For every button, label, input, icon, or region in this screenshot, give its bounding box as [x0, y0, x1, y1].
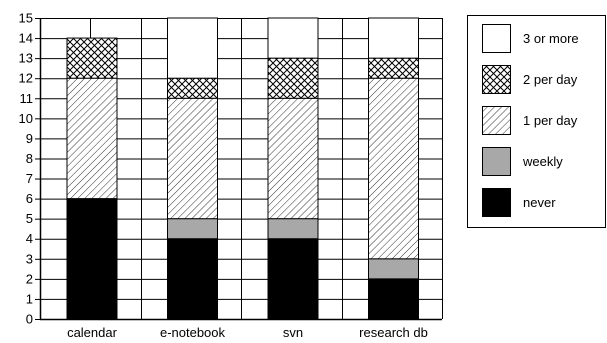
bar-segment-2-per-day	[167, 77, 218, 99]
bar-segment-1-per-day	[167, 97, 218, 220]
y-tick-label: 13	[19, 51, 33, 66]
bar-segment-2-per-day	[267, 57, 319, 99]
bar-segment-never	[66, 198, 118, 320]
y-tick-label: 4	[26, 231, 33, 246]
y-tick-label: 6	[26, 191, 33, 206]
bar-segment-weekly	[167, 218, 218, 240]
x-category-label: calendar	[67, 325, 118, 340]
legend-swatch	[482, 188, 511, 217]
legend-swatch	[482, 106, 511, 135]
legend-swatch	[482, 147, 511, 176]
y-tick-label: 15	[19, 11, 33, 26]
bar-segment-2-per-day	[66, 37, 118, 79]
legend-label: never	[523, 195, 556, 210]
bar-segment-3-or-more	[167, 17, 218, 79]
y-tick-label: 5	[26, 211, 33, 226]
y-tick-label: 12	[19, 71, 33, 86]
y-tick-label: 14	[19, 31, 33, 46]
bar-segment-weekly	[368, 258, 419, 280]
bar-segment-1-per-day	[368, 77, 419, 260]
y-tick-label: 1	[26, 291, 33, 306]
legend-label: 2 per day	[523, 72, 578, 87]
bar-segment-never	[167, 238, 218, 320]
legend: 3 or more 2 per day 1 per day weekly never	[467, 15, 606, 228]
legend-label: weekly	[522, 154, 563, 169]
y-tick-label: 7	[26, 171, 33, 186]
bar-segment-never	[368, 278, 419, 320]
bar-segment-3-or-more	[368, 17, 419, 59]
bar-segment-weekly	[267, 218, 319, 240]
bar-segment-never	[267, 238, 319, 320]
bar-segment-2-per-day	[368, 57, 419, 79]
y-tick-label: 8	[26, 151, 33, 166]
bar-segments	[66, 17, 419, 320]
legend-label: 1 per day	[523, 113, 578, 128]
legend-swatch	[482, 65, 511, 94]
legend-swatch	[482, 24, 511, 53]
y-tick-label: 11	[20, 91, 34, 106]
legend-label: 3 or more	[523, 31, 579, 46]
y-tick-label: 2	[26, 271, 33, 286]
x-category-label: e-notebook	[160, 325, 226, 340]
y-tick-label: 10	[19, 111, 33, 126]
bar-segment-1-per-day	[66, 77, 118, 200]
y-tick-label: 0	[26, 312, 33, 327]
y-tick-label: 9	[26, 131, 33, 146]
y-tick-label: 3	[26, 251, 33, 266]
x-category-label: research db	[359, 325, 428, 340]
bar-segment-1-per-day	[267, 97, 319, 220]
bar-segment-3-or-more	[267, 17, 319, 59]
x-category-label: svn	[283, 325, 303, 340]
